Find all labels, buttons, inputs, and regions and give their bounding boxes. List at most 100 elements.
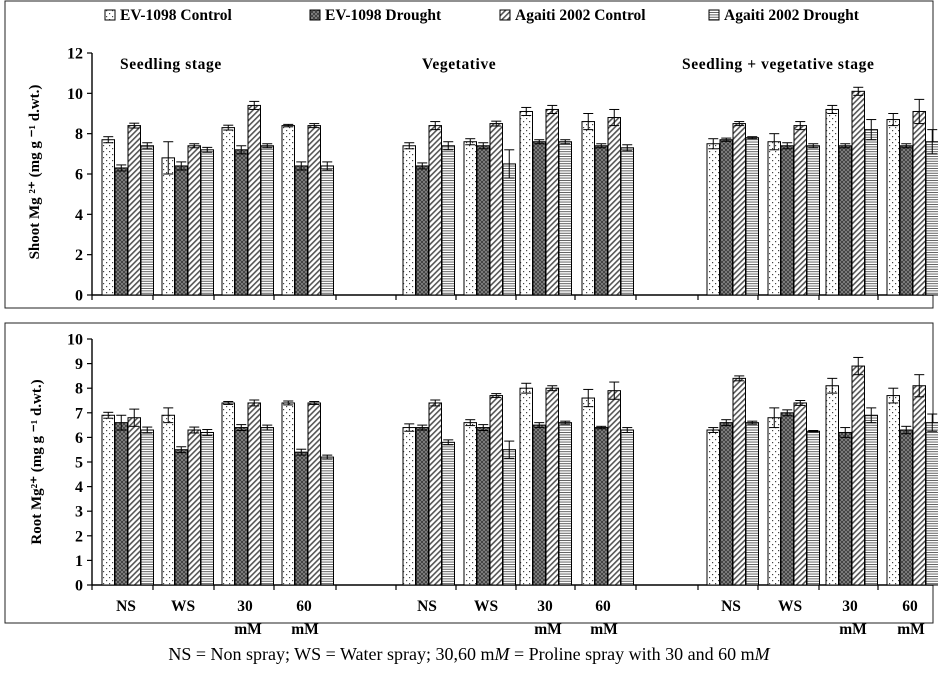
bar-ev-1098-drought bbox=[294, 165, 308, 296]
treatment-label-line1: 60 bbox=[595, 598, 611, 615]
bar-ev-1098-control bbox=[519, 387, 533, 586]
stage-label-seedling: Seedling stage bbox=[120, 56, 222, 73]
bar-agaiti-2002-drought bbox=[864, 129, 878, 296]
bar-agaiti-2002-drought bbox=[745, 137, 759, 296]
legend-label: Agaiti 2002 Drought bbox=[724, 7, 860, 24]
bar-ev-1098-control bbox=[101, 414, 115, 586]
bar-agaiti-2002-control bbox=[607, 390, 621, 586]
bar-ev-1098-drought bbox=[415, 165, 429, 296]
bar-agaiti-2002-drought bbox=[200, 149, 214, 296]
bar-ev-1098-drought bbox=[234, 427, 248, 586]
bar-ev-1098-control bbox=[581, 397, 595, 586]
bar-ev-1098-control bbox=[706, 143, 720, 296]
treatment-label-line2: mM bbox=[590, 621, 618, 638]
bar-agaiti-2002-control bbox=[793, 125, 807, 296]
bar-agaiti-2002-drought bbox=[260, 145, 274, 296]
bar-group-seedling-vegetative-stage-ns bbox=[706, 121, 759, 296]
bar-ev-1098-control bbox=[886, 395, 900, 586]
caption-text-run: NS = Non spray; WS = Water spray; 30,60 … bbox=[168, 644, 494, 664]
bar-group-vegetative-60-mm bbox=[581, 108, 634, 296]
y-tick-label: 9 bbox=[75, 356, 83, 373]
bar-ev-1098-drought bbox=[114, 422, 128, 586]
treatment-label-ns: NS bbox=[721, 598, 741, 615]
bar-ev-1098-drought bbox=[532, 141, 546, 296]
treatment-label-ws: WS bbox=[474, 598, 498, 615]
stage-label-seedling-vegetative: Seedling + vegetative stage bbox=[682, 56, 874, 73]
y-tick-label: 4 bbox=[75, 207, 83, 224]
bar-agaiti-2002-drought bbox=[140, 145, 154, 296]
bar-group-seedling-vegetative-stage-ws bbox=[767, 121, 820, 296]
stage-label-vegetative: Vegetative bbox=[422, 56, 496, 73]
treatment-label-line1: 60 bbox=[902, 598, 918, 615]
bar-group-seedling-stage-ns bbox=[101, 122, 154, 296]
bar-ev-1098-drought bbox=[174, 165, 188, 296]
bar-agaiti-2002-drought bbox=[260, 427, 274, 586]
legend-label: EV-1098 Control bbox=[120, 7, 232, 24]
bar-ev-1098-control bbox=[581, 121, 595, 296]
bar-group-seedling-vegetative-stage-30-mm bbox=[825, 356, 878, 586]
bar-agaiti-2002-drought bbox=[200, 431, 214, 586]
figure-caption: NS = Non spray; WS = Water spray; 30,60 … bbox=[168, 644, 770, 664]
bar-agaiti-2002-control bbox=[247, 104, 261, 296]
caption-text-run: = Proline spray with 30 and 60 m bbox=[510, 644, 755, 664]
treatment-label-line1: NS bbox=[116, 598, 136, 615]
bar-ev-1098-drought bbox=[899, 429, 913, 586]
y-tick-label: 10 bbox=[67, 332, 83, 349]
bar-ev-1098-control bbox=[221, 402, 235, 586]
bar-agaiti-2002-control bbox=[732, 123, 746, 296]
bar-agaiti-2002-control bbox=[489, 123, 503, 296]
bar-agaiti-2002-drought bbox=[558, 141, 572, 296]
legend-label: EV-1098 Drought bbox=[325, 7, 442, 24]
bar-ev-1098-drought bbox=[415, 427, 429, 586]
y-tick-label: 5 bbox=[75, 455, 83, 472]
treatment-label-ns: NS bbox=[116, 598, 136, 615]
root-y-axis-label: Root Mg²⁺ (mg g ⁻¹ d.wt.) bbox=[29, 379, 45, 544]
bar-agaiti-2002-drought bbox=[620, 429, 634, 586]
y-tick-label: 0 bbox=[75, 288, 83, 305]
caption-italic-unit: M bbox=[494, 644, 511, 664]
y-tick-label: 10 bbox=[67, 86, 83, 103]
bar-agaiti-2002-drought bbox=[558, 422, 572, 586]
legend-swatch bbox=[104, 9, 116, 21]
y-tick-label: 4 bbox=[75, 479, 83, 496]
bar-ev-1098-drought bbox=[476, 145, 490, 296]
bar-agaiti-2002-control bbox=[793, 402, 807, 586]
bar-ev-1098-drought bbox=[719, 422, 733, 586]
bar-agaiti-2002-drought bbox=[441, 145, 455, 296]
bar-ev-1098-drought bbox=[780, 145, 794, 296]
y-tick-label: 3 bbox=[75, 504, 83, 521]
bar-group-seedling-vegetative-stage-30-mm bbox=[825, 86, 878, 296]
y-tick-label: 12 bbox=[67, 46, 83, 63]
bar-agaiti-2002-drought bbox=[864, 414, 878, 586]
bar-agaiti-2002-drought bbox=[925, 422, 938, 586]
bar-agaiti-2002-control bbox=[545, 108, 559, 296]
bar-agaiti-2002-drought bbox=[320, 165, 334, 296]
bar-group-seedling-stage-30-mm bbox=[221, 399, 274, 586]
legend-item-agaiti-2002-drought: Agaiti 2002 Drought bbox=[708, 7, 860, 24]
bar-agaiti-2002-control bbox=[851, 90, 865, 296]
bar-group-seedling-vegetative-stage-ns bbox=[706, 375, 759, 586]
bar-group-seedling-stage-60-mm bbox=[281, 123, 334, 296]
y-tick-label: 8 bbox=[75, 381, 83, 398]
bar-agaiti-2002-drought bbox=[441, 441, 455, 586]
bar-ev-1098-control bbox=[402, 145, 416, 296]
bar-ev-1098-control bbox=[101, 139, 115, 296]
treatment-label-60-mm: 60 mM bbox=[897, 598, 925, 638]
bar-ev-1098-control bbox=[161, 414, 175, 586]
bar-agaiti-2002-control bbox=[912, 385, 926, 586]
treatment-label-line1: WS bbox=[171, 598, 195, 615]
bar-agaiti-2002-control bbox=[732, 377, 746, 586]
bar-ev-1098-control bbox=[825, 385, 839, 586]
treatment-label-line1: NS bbox=[721, 598, 741, 615]
treatment-label-line1: WS bbox=[778, 598, 802, 615]
bar-ev-1098-drought bbox=[114, 167, 128, 296]
root-mg-chart: 0 1 2 3 4 5 6 7 8 9 10 bbox=[67, 332, 938, 595]
y-tick-label: 0 bbox=[75, 578, 83, 595]
treatment-label-ns: NS bbox=[417, 598, 437, 615]
treatment-label-line2: mM bbox=[291, 621, 319, 638]
bar-ev-1098-control bbox=[706, 429, 720, 586]
bar-ev-1098-drought bbox=[780, 412, 794, 586]
treatment-label-line1: 30 bbox=[237, 598, 253, 615]
bar-group-vegetative-ws bbox=[463, 120, 516, 296]
bar-ev-1098-drought bbox=[294, 451, 308, 586]
